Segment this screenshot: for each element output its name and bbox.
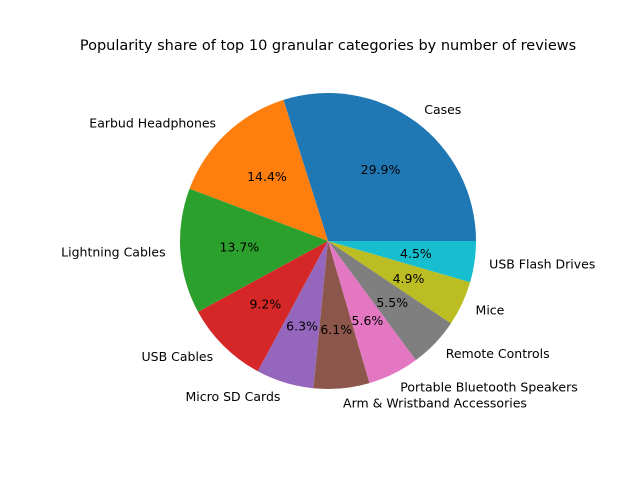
slice-percentage-label: 14.4% [247,169,287,184]
slice-category-label: Arm & Wristband Accessories [343,396,527,411]
pie-slice [328,241,471,324]
slice-category-label: Remote Controls [446,346,550,361]
slice-category-label: Lightning Cables [61,245,165,260]
slice-percentage-label: 4.9% [393,271,425,286]
slice-percentage-label: 5.5% [376,295,408,310]
slice-percentage-label: 4.5% [400,246,432,261]
slice-category-label: Cases [424,102,461,117]
pie-slice [189,99,328,242]
slice-category-label: Portable Bluetooth Speakers [400,379,578,394]
pie-slice [328,241,451,361]
slice-category-label: Mice [476,302,505,317]
slice-percentage-label: 6.3% [286,318,318,333]
slice-percentage-label: 9.2% [249,296,281,311]
slice-percentage-label: 13.7% [220,240,260,255]
slice-category-label: Micro SD Cards [186,389,281,404]
pie-labels: Cases 29.9% Earbud Headphones 14.4% Lightnin… [61,102,595,410]
pie-slice [180,188,328,312]
slice-category-label: USB Flash Drives [489,256,595,271]
pie-slice [198,241,328,372]
slice-percentage-label: 5.6% [352,313,384,328]
slice-percentage-label: 29.9% [361,162,401,177]
chart-title: Popularity share of top 10 granular cate… [80,38,576,54]
slice-percentage-label: 6.1% [320,322,352,337]
pie-slices [180,93,477,390]
slice-category-label: Earbud Headphones [89,115,216,130]
slice-category-label: USB Cables [142,349,214,364]
pie-slice [257,241,328,389]
pie-slice [283,93,477,241]
pie-slice [313,241,370,390]
pie-slice [328,241,416,384]
pie-slice [328,241,476,283]
